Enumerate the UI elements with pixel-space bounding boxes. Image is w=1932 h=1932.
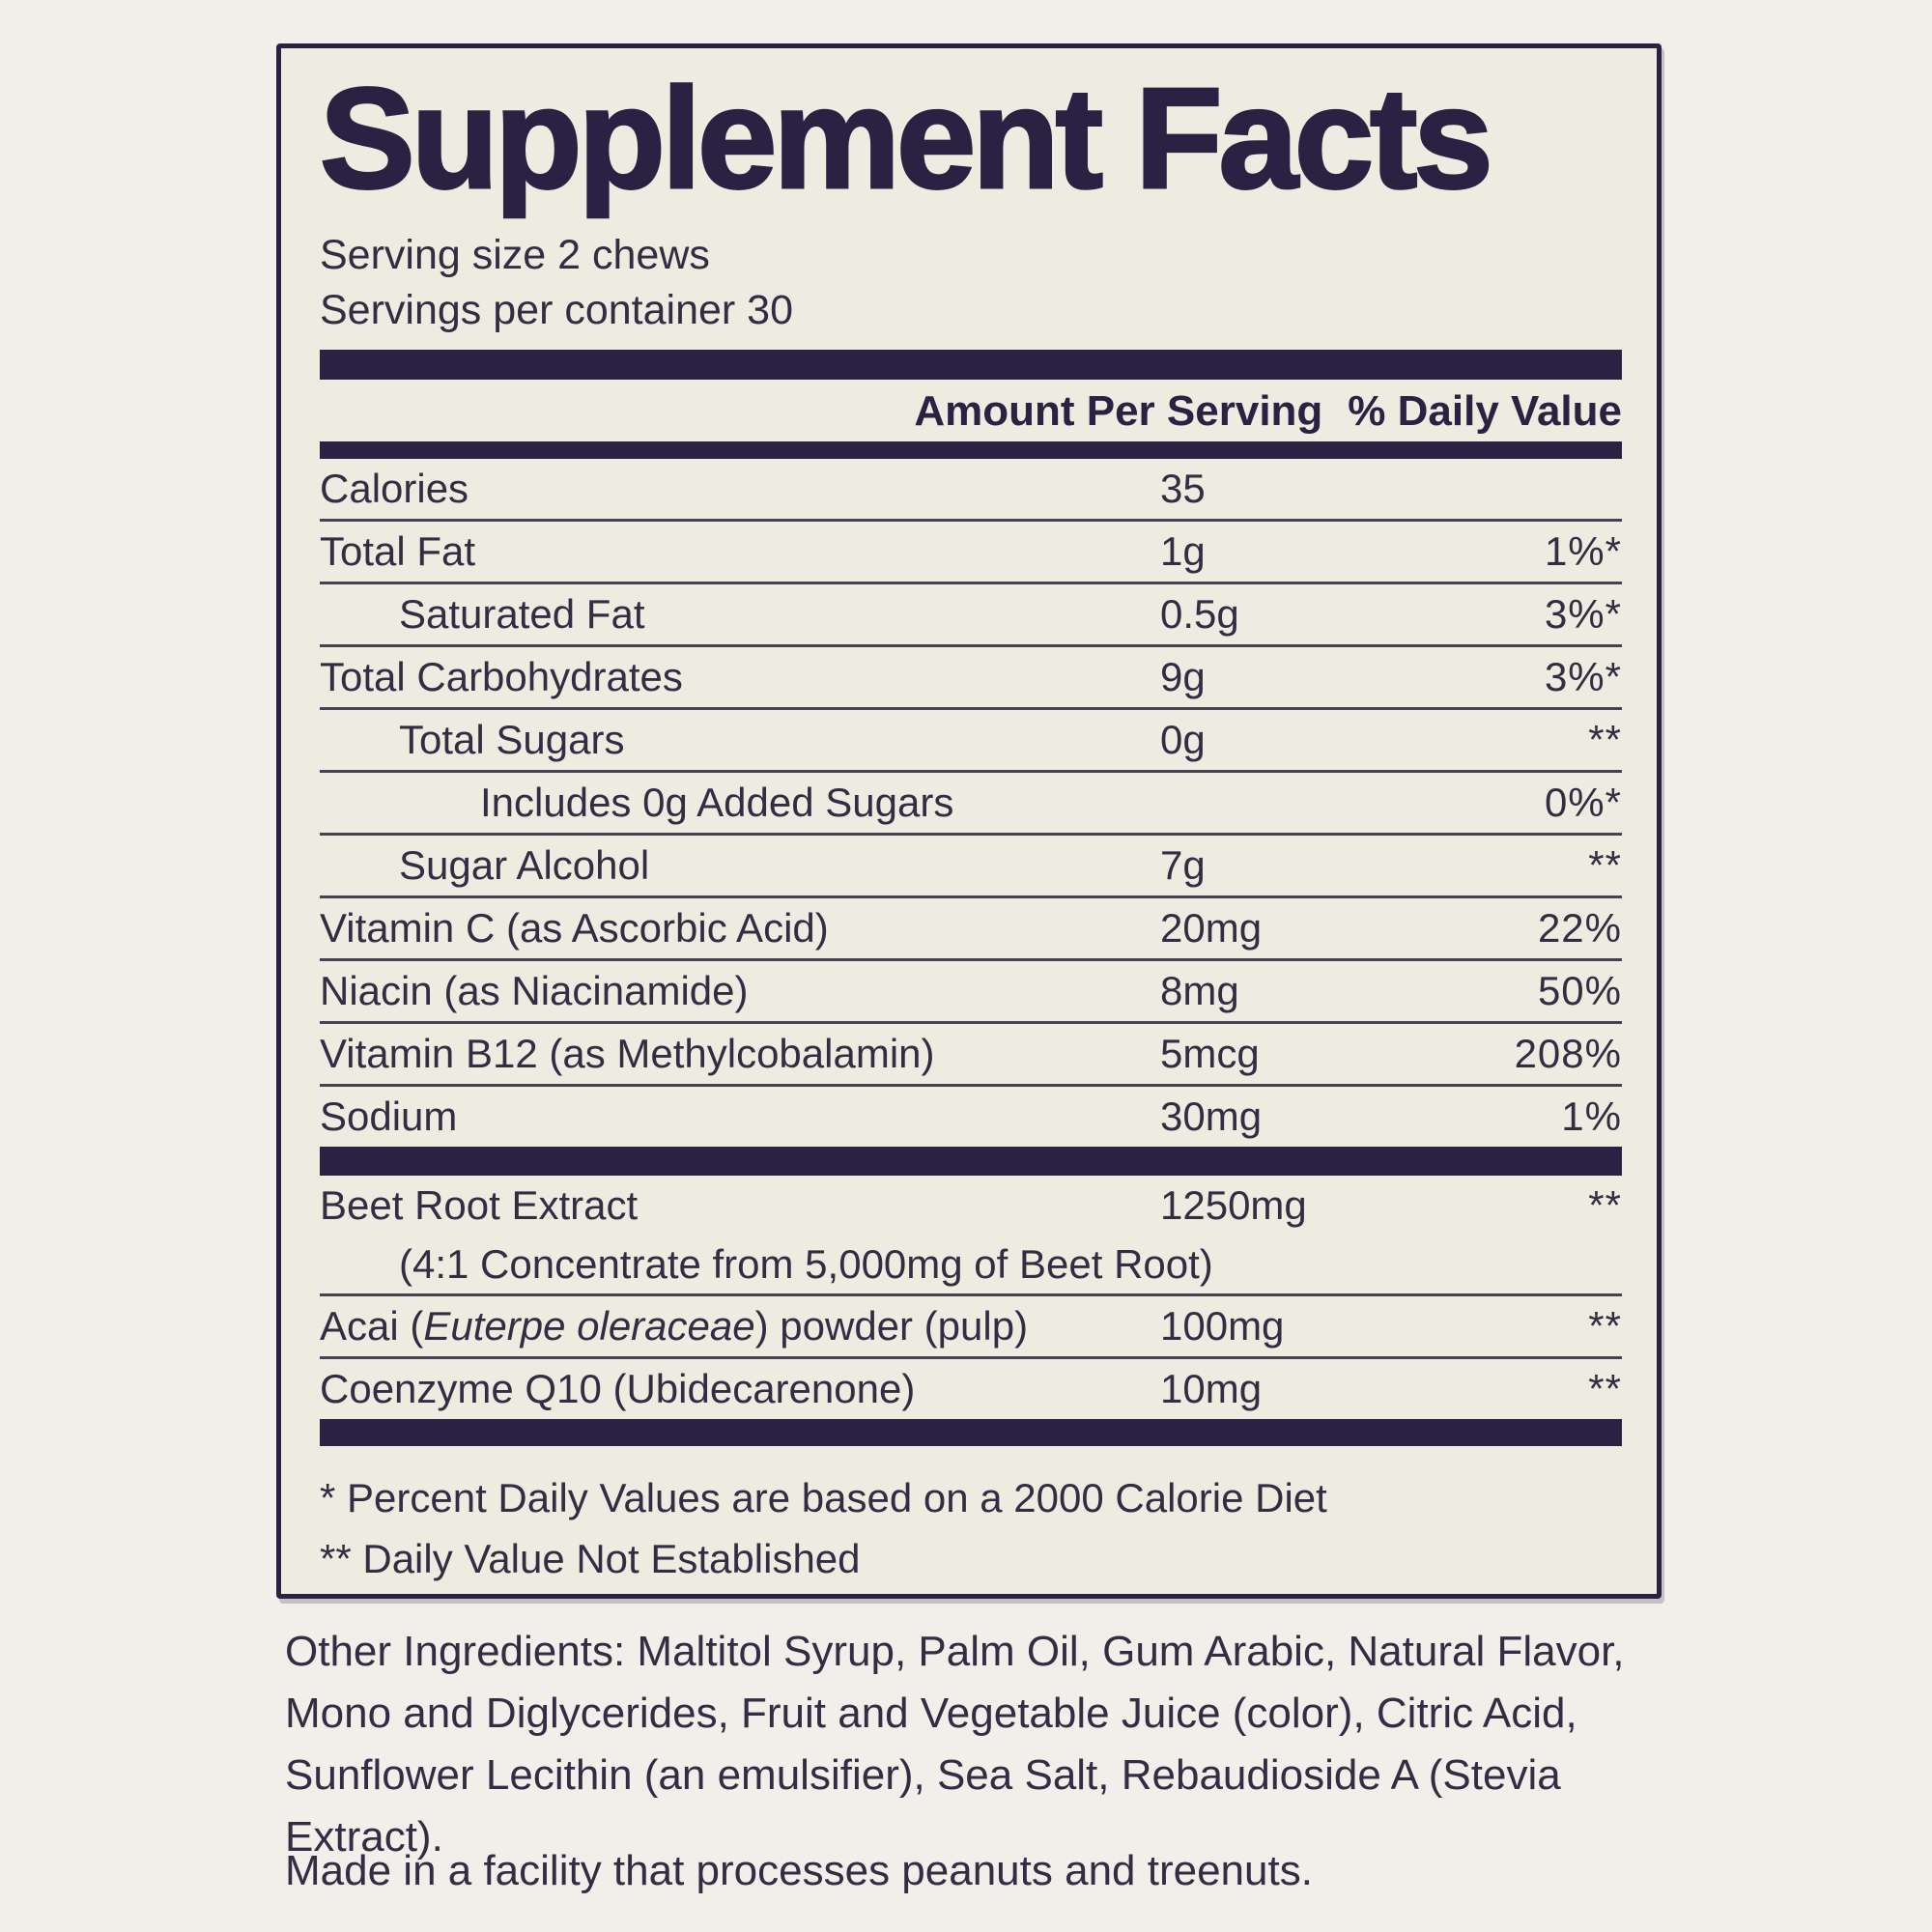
table-row: Sodium 30mg 1% [320,1087,1622,1147]
divider-bar-top [320,349,1622,380]
nutrient-amount: 1g [1160,527,1206,574]
label-title: Supplement Facts [319,59,1495,218]
table-row: Saturated Fat 0.5g 3%* [320,584,1622,644]
nutrient-name: Sodium [320,1093,458,1139]
nutrient-name: Calories [320,465,469,511]
table-row: Vitamin C (as Ascorbic Acid) 20mg 22% [320,898,1622,958]
nutrient-name: Includes 0g Added Sugars [480,779,954,825]
nutrient-amount: 5mcg [1160,1030,1260,1076]
table-row: Beet Root Extract 1250mg ** [320,1176,1622,1236]
nutrient-subline: (4:1 Concentrate from 5,000mg of Beet Ro… [399,1240,1213,1287]
other-ingredients-line: Sunflower Lecithin (an emulsifier), Sea … [285,1751,1561,1861]
row-separator [320,518,1622,522]
footnotes: * Percent Daily Values are based on a 20… [320,1467,1622,1589]
nutrient-name: Coenzyme Q10 (Ubidecarenone) [320,1365,916,1411]
divider-bar-header [320,440,1622,459]
divider-bar-bottom [320,1418,1622,1446]
nutrient-name: Vitamin C (as Ascorbic Acid) [320,904,829,951]
table-row: Calories 35 [320,459,1622,519]
nutrient-amount: 20mg [1160,904,1263,951]
nutrient-amount: 9g [1160,653,1206,699]
allergen-text: Made in a facility that processes peanut… [285,1847,1313,1894]
row-separator [320,1020,1622,1024]
column-header-amount: Amount Per Serving [914,386,1323,435]
table-row: Acai (Euterpe oleraceae) powder (pulp) 10… [320,1296,1622,1356]
divider-bar-section [320,1146,1622,1176]
table-row: Total Fat 1g 1%* [320,522,1622,582]
nutrient-dv: ** [1588,841,1622,888]
nutrient-dv: 208% [1514,1030,1622,1076]
nutrient-name: Acai (Euterpe oleraceae) powder (pulp) [320,1302,1029,1349]
nutrient-amount: 35 [1160,465,1206,511]
row-separator [320,895,1622,898]
nutrient-amount: 100mg [1160,1302,1285,1349]
nutrient-dv: ** [1588,1365,1622,1411]
nutrient-amount: 10mg [1160,1365,1263,1411]
row-separator [320,706,1622,710]
nutrient-dv: 50% [1537,967,1622,1013]
table-row: Niacin (as Niacinamide) 8mg 50% [320,961,1622,1021]
nutrient-dv: ** [1588,1181,1622,1228]
row-separator [320,643,1622,647]
table-row: Total Sugars 0g ** [320,710,1622,770]
nutrient-amount: 7g [1160,841,1206,888]
row-separator [320,832,1622,836]
other-ingredients-text: Other Ingredients: Maltitol Syrup, Palm … [285,1621,1695,1868]
table-row: Includes 0g Added Sugars 0%* [320,773,1622,833]
nutrient-amount: 0g [1160,716,1206,762]
footnote-dv-basis: * Percent Daily Values are based on a 20… [320,1474,1327,1520]
nutrient-dv: 1%* [1544,527,1622,574]
nutrient-amount: 30mg [1160,1093,1263,1139]
column-header-dv: % Daily Value [1348,386,1622,435]
botanical-table: Beet Root Extract 1250mg ** (4:1 Concentrat… [320,1176,1622,1419]
other-ingredients-line: Mono and Diglycerides, Fruit and Vegetab… [285,1690,1577,1737]
nutrient-dv: 3%* [1544,653,1622,699]
row-separator [320,769,1622,773]
footnote-not-established: ** Daily Value Not Established [320,1535,861,1581]
table-row: Coenzyme Q10 (Ubidecarenone) 10mg ** [320,1359,1622,1419]
row-separator [320,581,1622,584]
nutrient-dv: 3%* [1544,590,1622,637]
nutrient-name: Sugar Alcohol [399,841,650,888]
nutrient-name: Niacin (as Niacinamide) [320,967,749,1013]
nutrient-dv: ** [1588,716,1622,762]
row-separator [320,1083,1622,1087]
column-headers: Amount Per Serving % Daily Value [320,382,1622,441]
supplement-label: Supplement Facts Serving size 2 chews Se… [276,43,1662,1599]
nutrient-dv: 0%* [1544,779,1622,825]
table-row: Total Carbohydrates 9g 3%* [320,647,1622,707]
nutrient-dv: ** [1588,1302,1622,1349]
nutrient-name: Vitamin B12 (as Methylcobalamin) [320,1030,935,1076]
row-separator [320,957,1622,961]
nutrient-name: Total Carbohydrates [320,653,683,699]
nutrient-name: Total Fat [320,527,476,574]
nutrient-name: Total Sugars [399,716,625,762]
servings-per-container-line: Servings per container 30 [320,286,794,333]
other-ingredients-line: Other Ingredients: Maltitol Syrup, Palm … [285,1628,1625,1675]
nutrient-dv: 22% [1537,904,1622,951]
nutrient-name: Beet Root Extract [320,1181,639,1228]
serving-info: Serving size 2 chews Servings per contai… [320,228,1622,338]
row-separator [320,1355,1622,1359]
nutrient-dv: 1% [1561,1093,1622,1139]
nutrient-amount: 1250mg [1160,1181,1307,1228]
serving-size-line: Serving size 2 chews [320,232,710,278]
table-row: Sugar Alcohol 7g ** [320,836,1622,895]
nutrient-amount: 0.5g [1160,590,1239,637]
table-row: Vitamin B12 (as Methylcobalamin) 5mcg 208% [320,1024,1622,1084]
nutrient-amount: 8mg [1160,967,1239,1013]
nutrient-table: Calories 35 Total Fat 1g 1%* Saturated Fat 0.5… [320,459,1622,1147]
row-separator [320,1293,1622,1296]
nutrient-name: Saturated Fat [399,590,645,637]
